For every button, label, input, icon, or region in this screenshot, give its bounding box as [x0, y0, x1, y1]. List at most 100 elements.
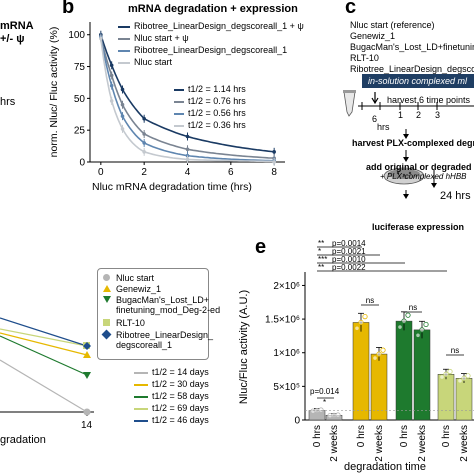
- panel-e-ytick-label: 0: [294, 416, 300, 427]
- panel-e-sig-stars: **: [318, 239, 324, 248]
- panel-d-legend-2: Genewiz_1: [103, 284, 161, 294]
- panel-d-xlabel: gradation: [0, 434, 46, 446]
- panel-e-point: [439, 374, 445, 380]
- panel-e-xtick-label: 0 hrs: [312, 425, 323, 447]
- line-genewiz: [0, 332, 88, 356]
- panel-b-point: [272, 160, 276, 164]
- panel-b-point: [109, 99, 114, 103]
- panel-e-bar: [370, 353, 388, 421]
- legend-label-cont: finetuning_mod_Deg-2-ed: [116, 305, 221, 315]
- panel-e-ns-label: ns: [451, 346, 459, 355]
- panel-e-point: [358, 319, 364, 326]
- panel-c-step2b: + PLX-complexed hHBB: [380, 172, 467, 181]
- panel-d-legend-5: Ribotree_LinearDesign_ degscoreall_1: [101, 329, 214, 350]
- panel-e-point: [419, 327, 425, 333]
- panel-b-point: [109, 83, 114, 88]
- halflife-label: t1/2 = 0.56 hrs: [188, 108, 246, 118]
- flow-arrows: [403, 129, 437, 199]
- panel-b-point: [99, 36, 103, 41]
- panel-e-letter: e: [255, 236, 267, 258]
- timeline-tick-6: 6: [372, 114, 377, 124]
- halflife-label: t1/2 = 1.14 hrs: [188, 84, 246, 94]
- panel-a-fragment-line1: mRNA: [0, 20, 34, 32]
- panel-e-point: [362, 314, 368, 320]
- panel-a-fragment-line3: hrs: [0, 96, 16, 108]
- panel-e-xtick-label: 2 weeks: [329, 425, 340, 462]
- panel-c-letter: c: [345, 0, 357, 18]
- line-ribotree: [0, 317, 88, 347]
- panel-e-bar: [352, 322, 370, 421]
- panel-b-xtick-label: 4: [185, 167, 191, 178]
- panel-d-halflife-5: t1/2 = 46 days: [134, 415, 209, 425]
- panel-b-point: [185, 157, 190, 162]
- legend-label: RLT-10: [116, 318, 145, 328]
- legend-label: Nluc start + ψ: [134, 33, 189, 43]
- panel-e-sig-p: p=0.0022: [332, 263, 366, 272]
- marker-ribotree: [83, 342, 91, 350]
- timeline-tick-3: 3: [435, 110, 440, 120]
- legend-label: BugacMan's_Lost_LD+: [116, 295, 210, 305]
- panel-d-legend-3: BugacMan's_Lost_LD+ finetuning_mod_Deg-2-…: [103, 295, 220, 315]
- panel-b-xtick-label: 8: [271, 167, 277, 178]
- panel-e-point: [443, 371, 449, 377]
- panel-e-bar: [395, 320, 413, 421]
- panel-e-point: [354, 325, 360, 331]
- panel-e-sig-p: p=0.0010: [332, 255, 366, 264]
- panel-d-xtick-14: 14: [81, 420, 93, 431]
- panel-e-point: [447, 368, 453, 375]
- panel-b-xtick-label: 0: [98, 167, 104, 178]
- legend-label: Ribotree_LinearDesign_: [116, 330, 214, 340]
- petri-dish-icon: [383, 167, 425, 185]
- panel-e-bar: [437, 374, 455, 421]
- panel-e-ytick-label: 5×10⁵: [273, 382, 300, 393]
- halflife-label: t1/2 = 46 days: [152, 415, 209, 425]
- panel-c-step4: luciferase expression: [372, 222, 465, 232]
- marker-bugacman: [83, 372, 91, 379]
- legend-label: Ribotree_LinearDesign_degscoreall_1 + ψ: [134, 21, 304, 31]
- panel-b-halflife-2: t1/2 = 0.76 hrs: [174, 96, 246, 106]
- panel-e-point: [401, 318, 407, 324]
- line-rlt10: [0, 328, 88, 347]
- panel-b-title: mRNA degradation + expression: [128, 3, 298, 15]
- panel-d-lines: [0, 317, 88, 413]
- panel-c-legend-4: RLT-10: [350, 53, 379, 63]
- panel-d-legend-4: RLT-10: [103, 318, 145, 328]
- panel-b-ytick-label: 75: [74, 62, 86, 73]
- timeline-tick-1: 1: [398, 110, 403, 120]
- panel-e-xtick-label: 0 hrs: [356, 425, 367, 447]
- panel-b-xtick-label: 2: [141, 167, 147, 178]
- legend-label: Genewiz_1: [116, 284, 162, 294]
- panel-c-legend-3: BugacMan's_Lost_LD+finetuning: [350, 42, 474, 52]
- panel-b-ytick-label: 25: [74, 126, 86, 137]
- panel-e-xlabel: degradation time: [344, 461, 426, 473]
- panel-e-sig-p: p=0.0021: [332, 247, 366, 256]
- panel-e-xtick-label: 2 weeks: [417, 425, 428, 462]
- panel-e-point: [423, 321, 429, 328]
- panel-e-point: [318, 407, 324, 413]
- panel-d-halflife-3: t1/2 = 58 days: [134, 391, 209, 401]
- panel-e-xtick-label: 0 hrs: [399, 425, 410, 447]
- panel-b-legend-item-2: Nluc start + ψ: [118, 33, 189, 43]
- panel-e-ns-label: ns: [366, 296, 374, 305]
- legend-label-cont: degscoreall_1: [116, 340, 173, 350]
- panel-b-legend-item-1: Ribotree_LinearDesign_degscoreall_1 + ψ: [118, 21, 304, 31]
- panel-e-ytick-label: 1×10⁶: [273, 348, 300, 359]
- panel-b-point: [109, 63, 114, 68]
- panel-e-bar: [455, 378, 473, 421]
- panel-e-ytick-label: 2×10⁶: [273, 281, 300, 292]
- panel-b-legend-item-3: Ribotree_LinearDesign_degscoreall_1: [118, 45, 287, 55]
- panel-e-xtick-label: 0 hrs: [441, 425, 452, 447]
- panel-e-xtick-label: 2 weeks: [459, 425, 470, 462]
- panel-e-point: [405, 312, 411, 318]
- panel-e-sig-p: p=0.0014: [332, 239, 366, 248]
- tube-icon: [343, 90, 356, 117]
- panel-d-halflife-1: t1/2 = 14 days: [134, 367, 209, 377]
- panel-e-ytick-label: 1.5×10⁶: [265, 315, 300, 326]
- panel-e-sig-stars: ***: [318, 255, 327, 264]
- panel-c-step3-time: 24 hrs: [440, 190, 471, 202]
- panel-e-point: [415, 332, 421, 338]
- panel-d-legend: [97, 268, 209, 360]
- line-nluc: [0, 359, 88, 413]
